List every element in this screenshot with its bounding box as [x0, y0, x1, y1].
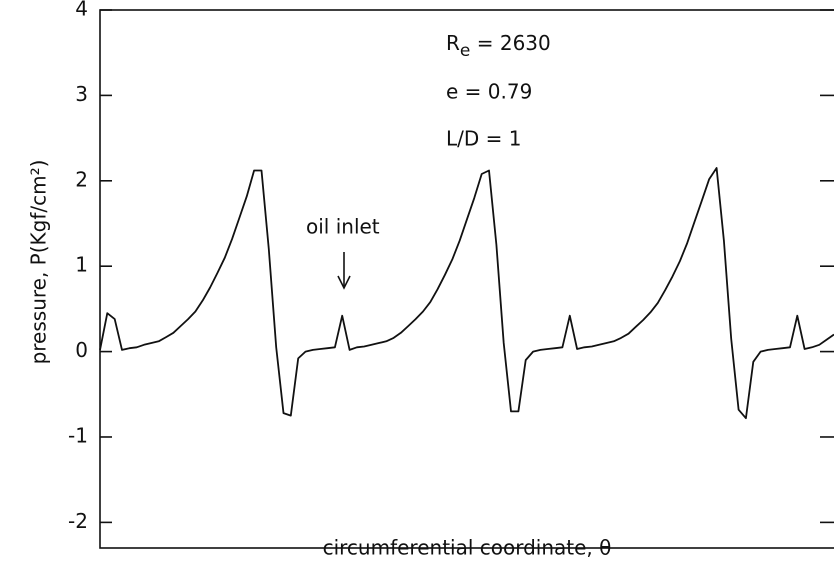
y-tick-label: -2 [68, 509, 88, 533]
y-tick-label: 3 [75, 82, 88, 106]
x-axis-label: circumferential coordinate, θ [323, 536, 612, 560]
annotation-part: R [446, 31, 460, 55]
arrow [337, 252, 351, 290]
y-tick-label: -1 [68, 423, 88, 447]
plot-frame [99, 9, 834, 549]
y-tick-label: 2 [75, 167, 88, 191]
data-line [99, 167, 834, 420]
y-tick-label: 4 [75, 0, 88, 21]
annotation-part: e [460, 41, 470, 61]
y-axis-label: pressure, P(Kgf/cm²) [27, 160, 51, 365]
annotation: Re = 2630 [446, 31, 551, 62]
annotation-part: = 2630 [470, 31, 550, 55]
y-tick-label: 0 [75, 338, 88, 362]
annotation: e = 0.79 [446, 80, 532, 104]
annotation: oil inlet [306, 215, 380, 239]
annotation: L/D = 1 [446, 127, 521, 151]
y-tick-label: 1 [75, 253, 88, 277]
